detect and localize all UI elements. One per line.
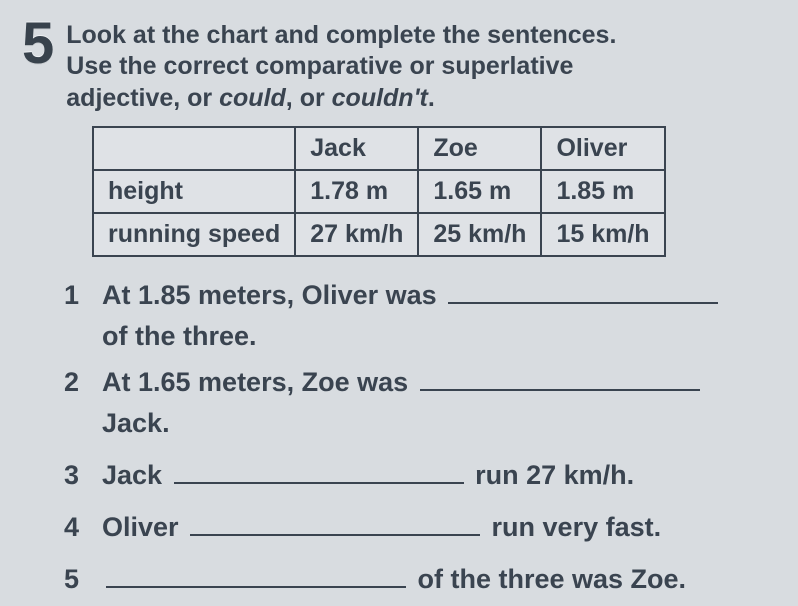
- exercise-number: 5: [22, 18, 52, 70]
- data-table: Jack Zoe Oliver height 1.78 m 1.65 m 1.8…: [92, 126, 666, 257]
- q1-blank[interactable]: [448, 278, 718, 304]
- question-1: 1 At 1.85 meters, Oliver was: [64, 275, 770, 317]
- instr-line3a: adjective, or: [66, 84, 219, 112]
- table-row: Jack Zoe Oliver: [93, 127, 665, 170]
- instr-line2: Use the correct comparative or superlati…: [66, 52, 573, 80]
- q3-blank[interactable]: [174, 459, 464, 485]
- table-cell-corner: [93, 127, 295, 170]
- instr-or: , or: [286, 84, 332, 112]
- questions-list: 1 At 1.85 meters, Oliver was of the thre…: [22, 275, 770, 601]
- q5-blank[interactable]: [106, 562, 406, 588]
- table-cell: 27 km/h: [295, 213, 418, 256]
- q4-text-b: run very fast.: [484, 512, 661, 542]
- table-row: running speed 27 km/h 25 km/h 15 km/h: [93, 213, 665, 256]
- table-header-cell: Zoe: [418, 127, 541, 170]
- question-number: 4: [64, 507, 102, 549]
- question-number: 2: [64, 362, 102, 404]
- q2-blank[interactable]: [420, 365, 700, 391]
- question-number: 3: [64, 455, 102, 497]
- question-number: 5: [64, 559, 102, 601]
- table-cell: 1.78 m: [295, 170, 418, 213]
- question-3: 3 Jack run 27 km/h.: [64, 455, 770, 497]
- q2-text-a: At 1.65 meters, Zoe was: [102, 367, 416, 397]
- table-rowhead-cell: height: [93, 170, 295, 213]
- table-header-cell: Oliver: [541, 127, 664, 170]
- table-header-cell: Jack: [295, 127, 418, 170]
- q3-text-a: Jack: [102, 460, 170, 490]
- q2-text-b: Jack.: [102, 408, 170, 438]
- table-cell: 1.65 m: [418, 170, 541, 213]
- table-rowhead-cell: running speed: [93, 213, 295, 256]
- instr-couldnt: couldn't: [332, 84, 428, 112]
- table-cell: 1.85 m: [541, 170, 664, 213]
- q1-continuation: of the three.: [102, 321, 770, 352]
- q3-text-b: run 27 km/h.: [468, 460, 635, 490]
- table-cell: 15 km/h: [541, 213, 664, 256]
- table-cell: 25 km/h: [418, 213, 541, 256]
- instr-could: could: [219, 84, 286, 112]
- q1-text-a: At 1.85 meters, Oliver was: [102, 280, 444, 310]
- q4-blank[interactable]: [190, 510, 480, 536]
- instr-period: .: [428, 84, 435, 112]
- table-row: height 1.78 m 1.65 m 1.85 m: [93, 170, 665, 213]
- q5-text-b: of the three was Zoe.: [410, 564, 686, 594]
- question-4: 4 Oliver run very fast.: [64, 507, 770, 549]
- question-2: 2 At 1.65 meters, Zoe was Jack.: [64, 362, 770, 446]
- exercise-header: 5 Look at the chart and complete the sen…: [22, 18, 770, 114]
- q4-text-a: Oliver: [102, 512, 186, 542]
- instructions: Look at the chart and complete the sente…: [66, 18, 616, 114]
- instr-line1: Look at the chart and complete the sente…: [66, 21, 616, 49]
- exercise-block: 5 Look at the chart and complete the sen…: [22, 18, 770, 601]
- question-5: 5 of the three was Zoe.: [64, 559, 770, 601]
- question-number: 1: [64, 275, 102, 317]
